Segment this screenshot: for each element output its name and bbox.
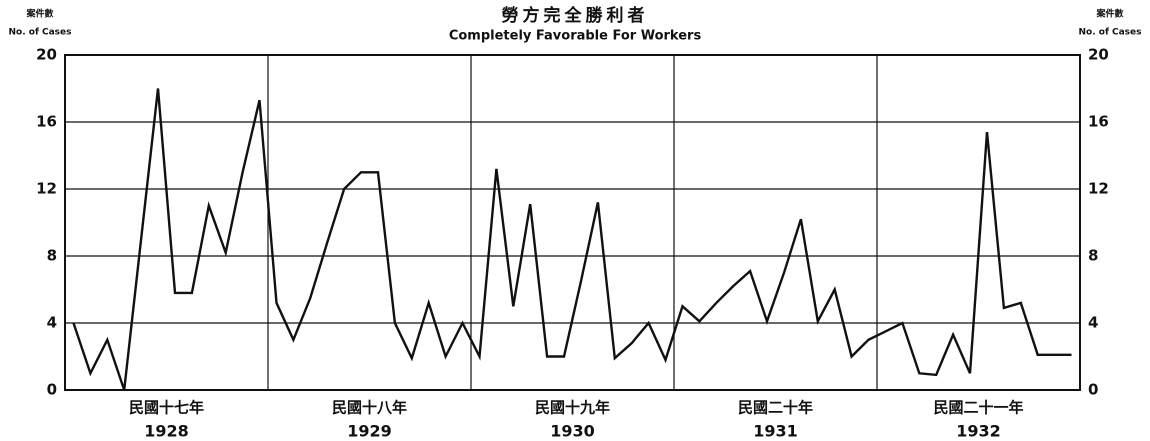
chart-subtitle: Completely Favorable For Workers <box>449 29 702 44</box>
year-label-cn: 民國二十一年 <box>933 399 1023 417</box>
data-line <box>72 88 1072 391</box>
chart-title: 勞方完全勝利者 <box>502 5 649 26</box>
year-label: 1932 <box>956 422 1001 441</box>
y-tick-label: 12 <box>36 180 57 198</box>
y2-tick-label: 8 <box>1088 247 1098 265</box>
y2-tick-label: 4 <box>1088 314 1098 332</box>
plot-frame <box>64 54 1081 391</box>
y2-tick-label: 20 <box>1088 46 1109 64</box>
y-tick-label: 0 <box>47 381 57 399</box>
year-label: 1931 <box>753 422 798 441</box>
y2-axis-label-en: No. of Cases <box>1079 28 1142 38</box>
year-label-cn: 民國二十年 <box>738 399 813 417</box>
year-label: 1930 <box>550 422 595 441</box>
y-tick-label: 20 <box>36 46 57 64</box>
year-label: 1928 <box>144 422 189 441</box>
y2-tick-label: 0 <box>1088 381 1098 399</box>
y-tick-label: 16 <box>36 113 57 131</box>
year-label-cn: 民國十八年 <box>332 399 407 417</box>
y2-tick-label: 12 <box>1088 180 1109 198</box>
y-axis-label-en: No. of Cases <box>9 28 72 38</box>
y-tick-label: 8 <box>47 247 57 265</box>
year-label-cn: 民國十九年 <box>535 399 610 417</box>
y2-tick-label: 16 <box>1088 113 1109 131</box>
y-axis-label-cn: 案件數 <box>25 8 54 20</box>
year-label: 1929 <box>347 422 392 441</box>
y2-axis-label-cn: 案件數 <box>1095 8 1124 20</box>
year-label-cn: 民國十七年 <box>129 399 204 417</box>
y-tick-label: 4 <box>47 314 57 332</box>
